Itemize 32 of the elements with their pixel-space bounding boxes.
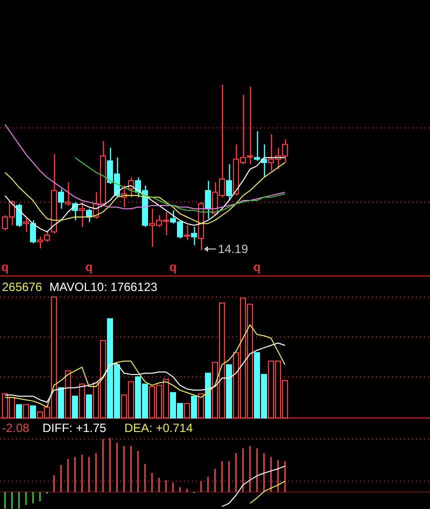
candlestick xyxy=(184,224,190,241)
text: DIFF: +1.75 xyxy=(42,421,107,435)
candlestick xyxy=(58,188,64,210)
bar xyxy=(191,396,197,418)
bar xyxy=(79,384,85,418)
text: -2.08 xyxy=(2,421,30,435)
candlestick xyxy=(23,218,29,232)
text: 265676 xyxy=(2,280,42,294)
candlestick xyxy=(205,180,211,220)
bar xyxy=(198,393,204,418)
bar xyxy=(65,370,71,418)
text: DEA: +0.714 xyxy=(124,421,194,435)
bar xyxy=(58,387,64,418)
bar xyxy=(226,364,232,418)
bar xyxy=(72,396,78,418)
bar xyxy=(205,372,211,418)
bar xyxy=(184,402,190,418)
x-tick-label: q xyxy=(253,260,261,274)
annotation: 14.19 xyxy=(218,242,248,256)
x-tick-label: q xyxy=(85,260,93,274)
bar xyxy=(23,404,29,418)
bar xyxy=(86,394,92,418)
text: MAVOL10: 1766123 xyxy=(49,280,158,294)
bar xyxy=(30,405,36,418)
candlestick xyxy=(191,226,197,246)
x-tick-label: q xyxy=(1,260,9,274)
candlestick xyxy=(65,182,71,206)
x-tick-label: q xyxy=(169,260,177,274)
bar xyxy=(16,404,22,418)
candlestick xyxy=(51,154,57,234)
candlestick xyxy=(226,164,232,202)
candlestick xyxy=(79,202,85,228)
